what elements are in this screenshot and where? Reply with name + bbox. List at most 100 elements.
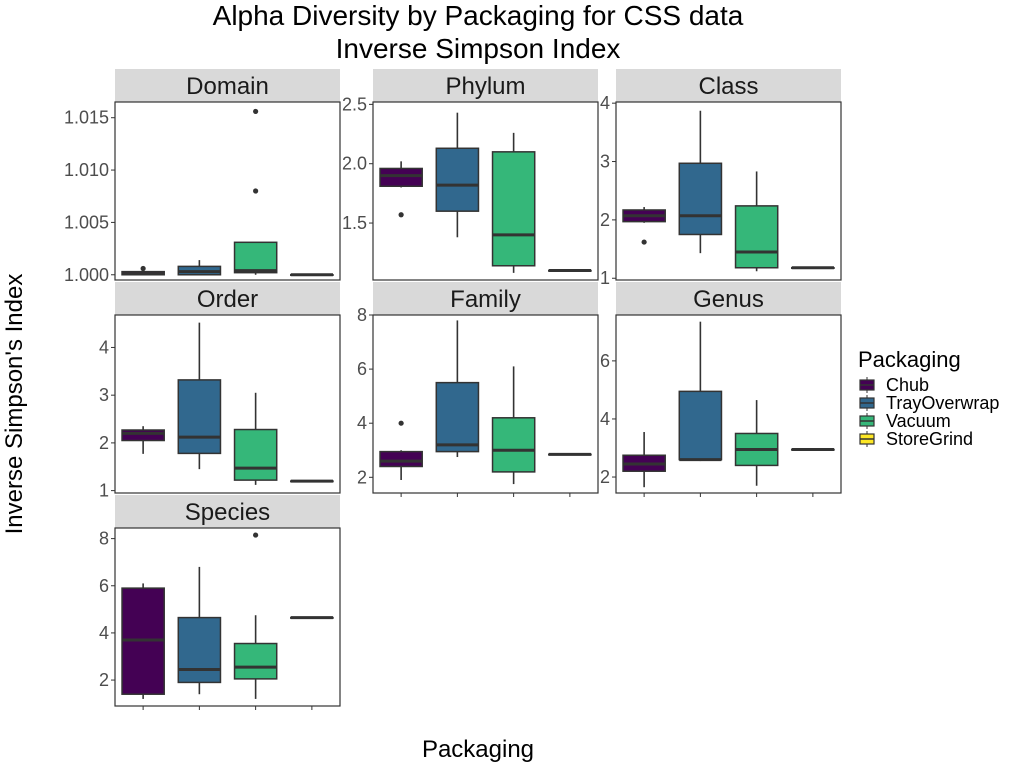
outlier-point (398, 212, 404, 218)
y-tick-label-domain: 1.010 (64, 160, 109, 180)
strip-label-species: Species (185, 499, 270, 526)
y-tick-label-phylum: 2.0 (342, 154, 367, 174)
chart-title-line-2: Inverse Simpson Index (336, 33, 621, 64)
box-body (177, 379, 222, 455)
facet-panels: Domain 1.000 1.005 1.010 1.015 Phylum 1.5 2.0 2.… (64, 69, 842, 710)
outlier-point (641, 239, 647, 245)
panel-border-order (114, 314, 341, 494)
y-tick-label-species: 4 (99, 623, 109, 643)
y-tick-label-order: 1 (99, 481, 109, 501)
legend-title: Packaging (858, 347, 961, 372)
panel-genus: Genus 2 4 6 (600, 282, 842, 497)
y-tick-label-order: 4 (99, 337, 109, 357)
box-body (233, 241, 278, 274)
box-phylum-vacuum (491, 132, 536, 273)
strip-species (115, 495, 340, 528)
strip-label-phylum: Phylum (445, 73, 525, 100)
panel-family: Family 2 4 6 8 (357, 282, 599, 497)
box-class-storegrind (791, 266, 835, 270)
strip-domain (115, 69, 340, 102)
box-body (678, 390, 723, 461)
box-body (734, 205, 779, 269)
box-order-trayoverwrap (177, 322, 222, 470)
box-species-trayoverwrap (177, 566, 222, 695)
box-body (491, 417, 536, 473)
box-domain-chub (121, 265, 165, 276)
y-tick-label-family: 4 (357, 413, 367, 433)
box-body (435, 381, 480, 453)
legend-label-chub: Chub (886, 375, 929, 395)
legend-item-trayoverwrap: TrayOverwrap (859, 393, 999, 413)
box-body (121, 429, 165, 442)
box-family-chub (379, 420, 423, 481)
y-tick-label-order: 2 (99, 433, 109, 453)
strip-order (115, 282, 340, 315)
box-class-trayoverwrap (678, 110, 723, 254)
y-tick-label-phylum: 2.5 (342, 94, 367, 114)
y-tick-label-domain: 1.005 (64, 212, 109, 232)
strip-class (616, 69, 841, 102)
box-class-chub (622, 207, 666, 245)
box-body (233, 642, 278, 680)
box-genus-trayoverwrap (678, 321, 723, 462)
strip-label-genus: Genus (693, 286, 764, 313)
x-axis-title: Packaging (422, 736, 534, 763)
y-tick-label-class: 2 (600, 210, 610, 230)
panel-phylum: Phylum 1.5 2.0 2.5 (342, 69, 599, 281)
legend-item-vacuum: Vacuum (859, 411, 951, 431)
box-body (177, 616, 222, 684)
y-tick-label-species: 2 (99, 670, 109, 690)
panel-border-phylum (372, 101, 599, 281)
outlier-point (140, 265, 146, 272)
legend-label-storegrind: StoreGrind (886, 429, 973, 449)
y-tick-label-class: 1 (600, 268, 610, 288)
y-tick-label-family: 6 (357, 359, 367, 379)
box-body (678, 162, 723, 236)
box-genus-storegrind (791, 447, 835, 451)
y-tick-label-family: 2 (357, 467, 367, 487)
y-tick-label-class: 4 (600, 93, 610, 113)
box-body (435, 147, 480, 212)
y-axis-title: Inverse Simpson's Index (1, 274, 28, 535)
y-tick-label-species: 6 (99, 576, 109, 596)
box-domain-trayoverwrap (177, 260, 222, 276)
box-body (379, 167, 423, 188)
legend-item-chub: Chub (859, 375, 929, 395)
strip-genus (616, 282, 841, 315)
strip-label-class: Class (698, 73, 758, 100)
legend-label-vacuum: Vacuum (886, 411, 951, 431)
y-tick-label-family: 8 (357, 305, 367, 325)
y-tick-label-class: 3 (600, 152, 610, 172)
box-body (379, 450, 423, 468)
panel-border-domain (114, 101, 341, 281)
strip-phylum (373, 69, 598, 102)
strip-label-family: Family (450, 286, 521, 313)
box-order-storegrind (290, 479, 334, 483)
box-family-vacuum (491, 366, 536, 485)
box-body (491, 151, 536, 267)
panel-order: Order 1 2 3 4 (99, 282, 341, 501)
box-phylum-chub (379, 161, 423, 218)
panel-species: Species 2 4 6 8 (99, 495, 341, 710)
box-phylum-storegrind (548, 269, 592, 273)
box-genus-chub (622, 432, 666, 488)
box-body (233, 428, 278, 481)
outlier-point (253, 108, 259, 115)
box-genus-vacuum (734, 400, 779, 486)
y-tick-label-genus: 2 (600, 467, 610, 487)
box-class-vacuum (734, 171, 779, 272)
y-tick-label-domain: 1.000 (64, 265, 109, 285)
box-species-chub (121, 583, 165, 699)
legend-label-trayoverwrap: TrayOverwrap (886, 393, 999, 413)
outlier-point (253, 532, 259, 538)
y-tick-label-domain: 1.015 (64, 108, 109, 128)
box-family-storegrind (548, 452, 592, 456)
strip-family (373, 282, 598, 315)
outlier-point (398, 420, 404, 426)
chart-title-line-1: Alpha Diversity by Packaging for CSS dat… (213, 0, 744, 31)
box-domain-storegrind (290, 273, 334, 277)
y-tick-label-genus: 6 (600, 351, 610, 371)
y-tick-label-phylum: 1.5 (342, 213, 367, 233)
outlier-point (253, 188, 259, 194)
box-species-vacuum (233, 532, 278, 699)
